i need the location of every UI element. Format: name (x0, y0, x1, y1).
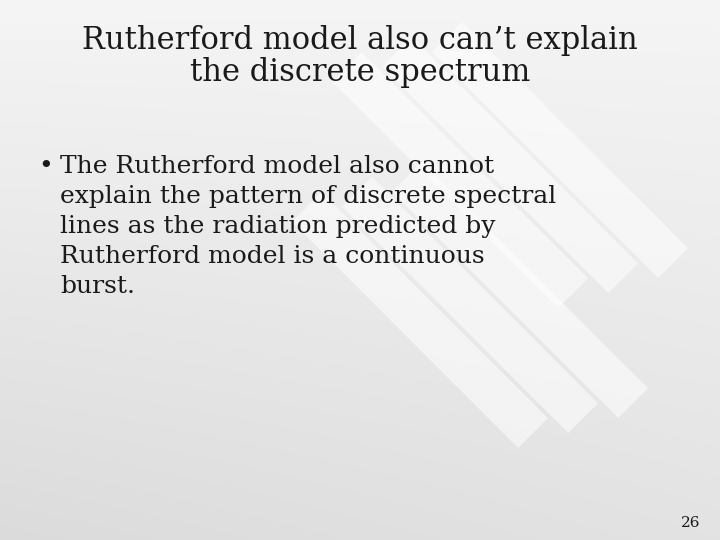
Polygon shape (292, 192, 548, 448)
Polygon shape (342, 177, 598, 433)
Text: burst.: burst. (60, 275, 135, 298)
Polygon shape (432, 22, 688, 278)
Text: the discrete spectrum: the discrete spectrum (190, 57, 530, 87)
Text: •: • (38, 155, 53, 178)
Text: lines as the radiation predicted by: lines as the radiation predicted by (60, 215, 495, 238)
Text: explain the pattern of discrete spectral: explain the pattern of discrete spectral (60, 185, 557, 208)
Polygon shape (332, 52, 588, 308)
Text: Rutherford model also can’t explain: Rutherford model also can’t explain (82, 24, 638, 56)
Text: The Rutherford model also cannot: The Rutherford model also cannot (60, 155, 494, 178)
Text: Rutherford model is a continuous: Rutherford model is a continuous (60, 245, 485, 268)
Text: 26: 26 (680, 516, 700, 530)
Polygon shape (382, 37, 638, 293)
Polygon shape (392, 162, 648, 418)
